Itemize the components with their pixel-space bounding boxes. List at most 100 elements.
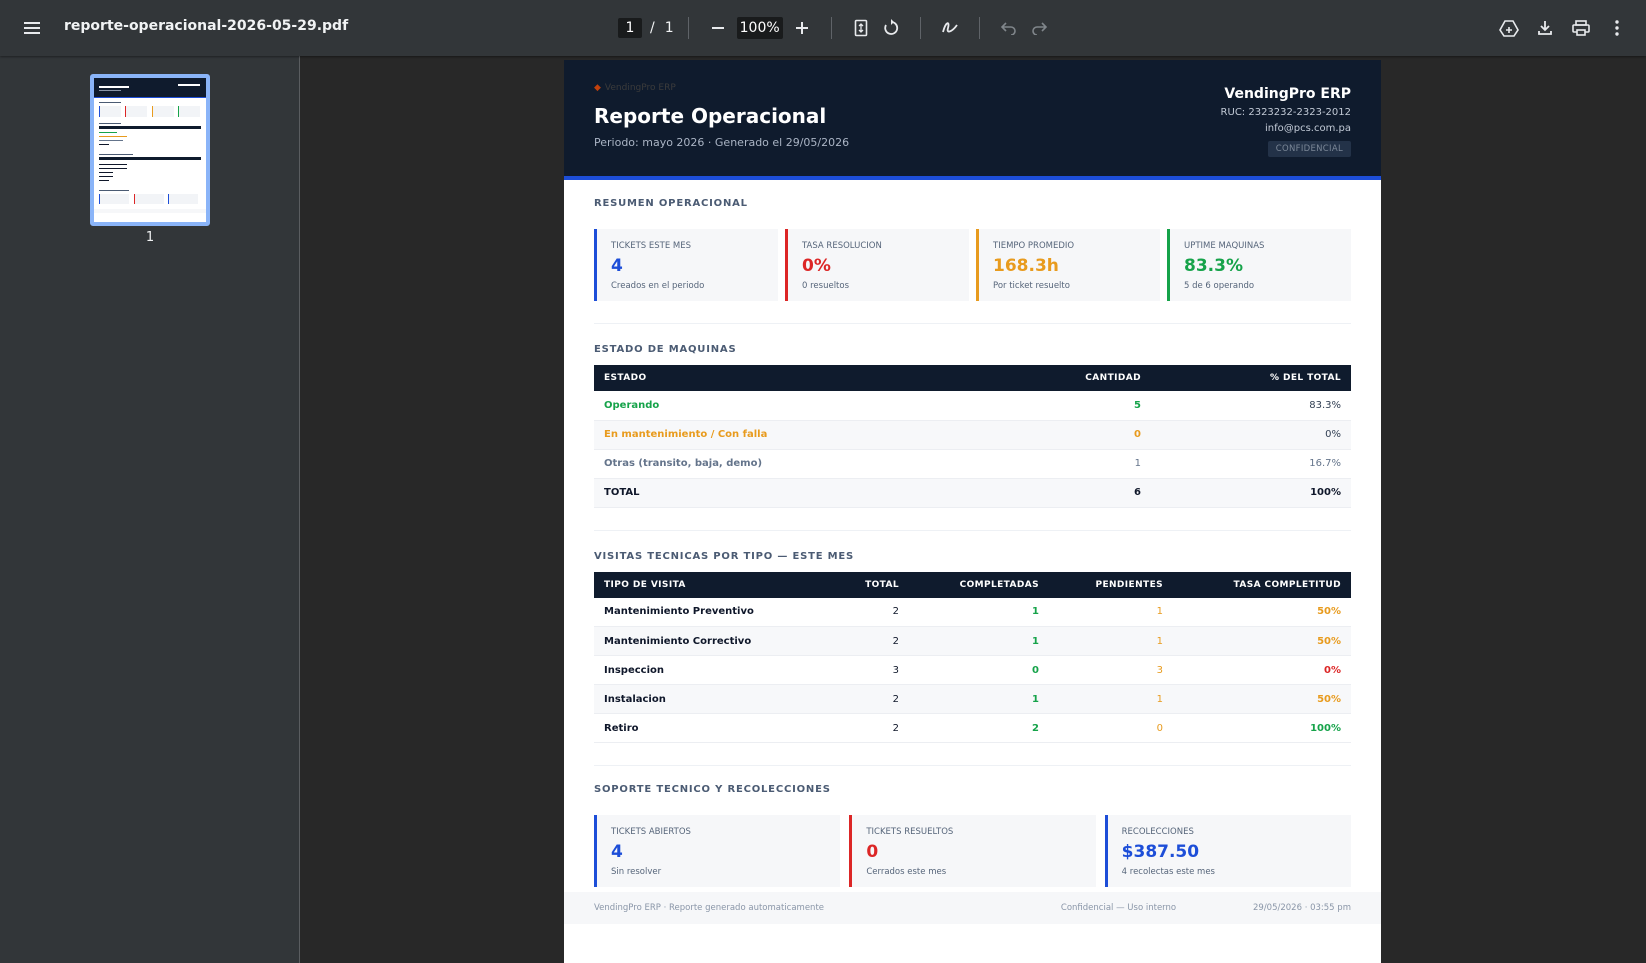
table-row: En mantenimiento / Con falla 0 0% bbox=[594, 420, 1351, 450]
kpi-sub: 0 resueltos bbox=[802, 281, 850, 291]
confidential-badge: CONFIDENCIAL bbox=[1267, 141, 1351, 157]
table-cell: 2 bbox=[829, 626, 909, 656]
fit-page-icon[interactable] bbox=[846, 13, 876, 43]
kpi-card: TICKETS ESTE MES 4 Creados en el periodo bbox=[594, 229, 778, 301]
table-cell: 100% bbox=[1173, 713, 1351, 743]
table-cell: Retiro bbox=[594, 713, 829, 743]
table-cell: 16.7% bbox=[1151, 449, 1351, 479]
kpi-value: 0% bbox=[802, 256, 831, 276]
column-header: TOTAL bbox=[829, 571, 909, 598]
support-cards: TICKETS ABIERTOS 4 Sin resolver TICKETS … bbox=[594, 815, 1351, 887]
company-info: VendingPro ERP RUC: 2323232-2323-2012 in… bbox=[1221, 86, 1351, 157]
table-cell: Mantenimiento Correctivo bbox=[594, 626, 829, 656]
kpi-sub: Creados en el periodo bbox=[611, 281, 705, 291]
kpi-label: TICKETS ESTE MES bbox=[611, 241, 691, 251]
support-card: TICKETS ABIERTOS 4 Sin resolver bbox=[594, 815, 841, 887]
kpi-value: 4 bbox=[611, 256, 623, 276]
table-cell: 1 bbox=[909, 684, 1049, 714]
table-row: Otras (transito, baja, demo) 1 16.7% bbox=[594, 449, 1351, 479]
footer-center: Confidencial — Uso interno bbox=[1060, 903, 1177, 913]
table-row: Mantenimiento Preventivo 2 1 1 50% bbox=[594, 597, 1351, 627]
table-row: Operando 5 83.3% bbox=[594, 391, 1351, 421]
kpi-sub: Sin resolver bbox=[611, 867, 662, 877]
support-section: SOPORTE TECNICO Y RECOLECCIONES TICKETS … bbox=[564, 766, 1381, 887]
table-cell: 50% bbox=[1173, 626, 1351, 656]
table-cell: 2 bbox=[829, 684, 909, 714]
section-divider bbox=[594, 765, 1351, 766]
company-ruc: RUC: 2323232-2323-2012 bbox=[1220, 107, 1351, 118]
thumbnail-page-number: 1 bbox=[145, 230, 155, 245]
table-cell: En mantenimiento / Con falla bbox=[594, 420, 1021, 450]
kpi-value: 168.3h bbox=[993, 256, 1059, 276]
table-cell: Operando bbox=[594, 391, 1021, 421]
document-title: reporte-operacional-2026-05-29.pdf bbox=[64, 18, 349, 34]
company-name: VendingPro ERP bbox=[1224, 86, 1351, 102]
table-cell: 1 bbox=[909, 626, 1049, 656]
page-separator: / bbox=[650, 20, 655, 36]
table-header-row: TIPO DE VISITA TOTAL COMPLETADAS PENDIEN… bbox=[594, 571, 1351, 598]
footer-left: VendingPro ERP · Reporte generado automa… bbox=[594, 903, 825, 913]
page-thumbnail[interactable] bbox=[90, 74, 210, 226]
kpi-value: $387.50 bbox=[1121, 842, 1200, 862]
logo-icon: ◆ bbox=[594, 83, 601, 93]
zoom-in-button[interactable] bbox=[787, 13, 817, 43]
kpi-value: 4 bbox=[611, 842, 623, 862]
document-viewer[interactable]: ◆ VendingPro ERP Reporte Operacional Peri… bbox=[301, 56, 1646, 963]
column-header: TIPO DE VISITA bbox=[594, 571, 829, 598]
table-cell: Inspeccion bbox=[594, 655, 829, 685]
kpi-sub: Por ticket resuelto bbox=[993, 281, 1070, 291]
menu-icon[interactable] bbox=[18, 16, 46, 40]
footer-right: 29/05/2026 · 03:55 pm bbox=[1253, 903, 1351, 913]
kpi-label: UPTIME MAQUINAS bbox=[1184, 241, 1265, 251]
kpi-card: UPTIME MAQUINAS 83.3% 5 de 6 operando bbox=[1167, 229, 1351, 301]
table-cell: 1 bbox=[1049, 597, 1173, 627]
page-number-input[interactable]: 1 bbox=[618, 18, 642, 38]
undo-icon[interactable] bbox=[994, 13, 1024, 43]
viewer-toolbar: reporte-operacional-2026-05-29.pdf 1 / 1… bbox=[0, 0, 1646, 56]
download-icon[interactable] bbox=[1530, 13, 1560, 43]
kpi-label: TICKETS ABIERTOS bbox=[611, 827, 691, 837]
kpi-value: 83.3% bbox=[1184, 256, 1243, 276]
kpi-sub: 5 de 6 operando bbox=[1184, 281, 1255, 291]
save-to-drive-icon[interactable] bbox=[1494, 13, 1524, 43]
section-title: VISITAS TECNICAS POR TIPO — ESTE MES bbox=[594, 550, 854, 562]
table-cell: 3 bbox=[1049, 655, 1173, 685]
table-cell: 0 bbox=[909, 655, 1049, 685]
section-title: ESTADO DE MAQUINAS bbox=[594, 344, 737, 355]
table-cell: 0% bbox=[1151, 420, 1351, 450]
table-cell: 83.3% bbox=[1151, 391, 1351, 421]
table-cell: 1 bbox=[1049, 626, 1173, 656]
kpi-label: TIEMPO PROMEDIO bbox=[993, 241, 1075, 251]
company-logo: ◆ VendingPro ERP bbox=[594, 83, 676, 93]
zoom-input[interactable]: 100% bbox=[736, 17, 783, 39]
zoom-out-button[interactable] bbox=[703, 13, 733, 43]
visits-section: VISITAS TECNICAS POR TIPO — ESTE MES TIP… bbox=[564, 531, 1381, 766]
table-cell: 2 bbox=[829, 713, 909, 743]
table-cell: TOTAL bbox=[594, 478, 1021, 508]
report-title: Reporte Operacional bbox=[594, 104, 827, 128]
kpi-label: TICKETS RESUELTOS bbox=[866, 827, 954, 837]
section-title: SOPORTE TECNICO Y RECOLECCIONES bbox=[594, 784, 831, 795]
section-title: RESUMEN OPERACIONAL bbox=[594, 198, 748, 209]
redo-icon[interactable] bbox=[1024, 13, 1054, 43]
table-cell: 50% bbox=[1173, 597, 1351, 627]
visits-table: TIPO DE VISITA TOTAL COMPLETADAS PENDIEN… bbox=[594, 571, 1351, 743]
report-footer: VendingPro ERP · Reporte generado automa… bbox=[564, 892, 1381, 924]
rotate-icon[interactable] bbox=[876, 13, 906, 43]
table-cell: 2 bbox=[909, 713, 1049, 743]
toolbar-divider bbox=[919, 17, 921, 39]
table-row: Mantenimiento Correctivo 2 1 1 50% bbox=[594, 626, 1351, 656]
table-cell: 1 bbox=[1049, 684, 1173, 714]
more-options-icon[interactable] bbox=[1602, 13, 1632, 43]
kpi-sub: Cerrados este mes bbox=[866, 867, 947, 877]
table-cell: 6 bbox=[1021, 478, 1151, 508]
table-cell: 1 bbox=[909, 597, 1049, 627]
annotate-icon[interactable] bbox=[935, 13, 965, 43]
table-cell: 100% bbox=[1151, 478, 1351, 508]
thumbnail-preview bbox=[94, 78, 206, 213]
table-header-row: ESTADO CANTIDAD % DEL TOTAL bbox=[594, 365, 1351, 391]
toolbar-divider bbox=[978, 17, 980, 39]
column-header: COMPLETADAS bbox=[909, 571, 1049, 598]
print-icon[interactable] bbox=[1566, 13, 1596, 43]
logo-text: VendingPro ERP bbox=[604, 83, 676, 93]
